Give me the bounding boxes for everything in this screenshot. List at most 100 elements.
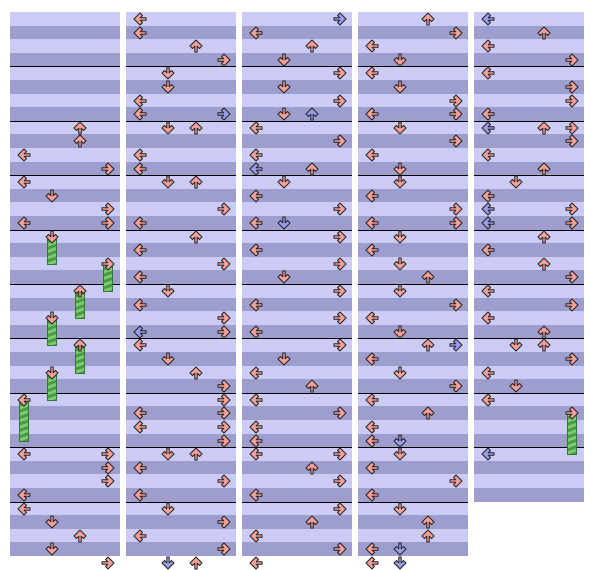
arrow-right-icon [565,94,579,108]
beat-band [242,474,352,489]
arrow-right-icon [217,202,231,216]
arrow-right-icon [217,379,231,393]
beat-band [358,501,468,516]
arrow-right-icon [449,94,463,108]
arrow-left-icon [249,325,263,339]
beat-band [242,107,352,122]
arrow-right-icon [333,338,347,352]
arrow-left-icon [365,148,379,162]
arrow-left-icon [249,447,263,461]
arrow-right-icon [449,474,463,488]
beat-band [242,447,352,462]
arrow-down-icon [277,175,291,189]
measure-line [10,175,120,177]
beat-band [10,515,120,530]
measure-line [126,175,236,177]
arrow-right-icon [217,474,231,488]
arrow-left-icon [17,393,31,407]
arrow-right-icon [333,502,347,516]
beat-band [242,148,352,163]
arrow-up-icon [189,447,203,461]
arrow-down-icon [393,175,407,189]
arrow-left-icon [365,461,379,475]
arrow-left-icon [133,488,147,502]
arrow-up-icon [189,230,203,244]
arrow-right-icon [217,393,231,407]
beat-band [242,270,352,285]
arrow-up-icon [189,366,203,380]
beat-band [474,365,584,380]
beat-band [242,216,352,231]
beat-band [126,406,236,421]
arrow-down-icon [393,121,407,135]
beat-band [10,243,120,258]
beat-band [10,270,120,285]
arrow-up-icon [537,26,551,40]
arrow-left-icon [365,393,379,407]
arrow-right-icon [333,257,347,271]
beat-band [242,161,352,176]
arrow-down-icon [45,189,59,203]
beat-band [10,39,120,54]
arrow-down-icon [393,325,407,339]
arrow-left-icon [133,529,147,543]
arrow-left-icon [481,311,495,325]
arrow-up-icon [305,162,319,176]
measure-line [242,175,352,177]
beat-band [474,474,584,489]
beat-band [126,515,236,530]
measure-line [10,284,120,285]
arrow-left-icon [365,39,379,53]
measure-line [358,338,468,340]
arrow-left-icon [249,216,263,230]
arrow-down-icon [393,556,407,570]
beat-band [474,460,584,475]
beat-band [358,488,468,503]
beat-band [126,365,236,380]
beat-band [474,39,584,54]
beat-band [10,93,120,108]
beat-band [126,284,236,299]
arrow-right-icon [565,134,579,148]
beat-band [474,488,584,503]
beat-band [242,93,352,108]
arrow-down-icon [393,80,407,94]
arrow-up-icon [421,270,435,284]
arrow-right-icon [565,80,579,94]
beat-band [474,324,584,339]
arrow-up-icon [189,121,203,135]
measure-line [126,501,236,503]
arrow-down-icon [45,542,59,556]
beat-band [126,243,236,258]
arrow-down-icon [277,53,291,67]
arrow-right-icon [565,121,579,135]
arrow-up-icon [537,121,551,135]
arrow-left-icon [133,162,147,176]
beat-band [358,25,468,40]
beat-band [358,352,468,367]
arrow-right-icon [333,447,347,461]
measure-line [242,392,352,394]
beat-band [358,120,468,135]
beat-band [126,420,236,435]
arrow-down-icon [393,502,407,516]
beat-band [358,161,468,176]
arrow-left-icon [365,311,379,325]
beat-band [10,433,120,448]
beat-band [242,202,352,217]
beat-band [126,447,236,462]
arrow-up-icon [421,338,435,352]
arrow-right-icon [565,270,579,284]
beat-band [358,338,468,353]
arrow-right-icon [565,202,579,216]
beat-band [358,80,468,95]
beat-band [126,324,236,339]
beat-band [474,25,584,40]
measure-line [474,392,584,394]
beat-band [242,515,352,530]
arrow-left-icon [481,189,495,203]
beat-band [358,256,468,271]
beat-band [474,392,584,407]
beat-band [474,433,584,448]
beat-band [126,542,236,557]
